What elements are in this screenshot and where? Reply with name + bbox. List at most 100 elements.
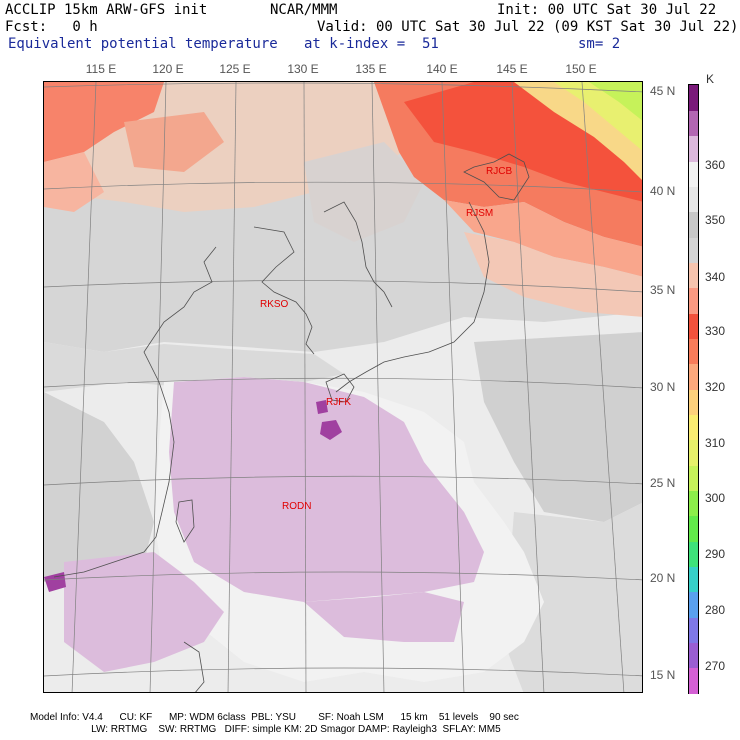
colorbar-label: 310 [705, 436, 726, 450]
meridian-135e [371, 82, 385, 692]
colorbar-label: 340 [705, 270, 726, 284]
colorbar-segment [689, 439, 698, 466]
lat-label: 45 N [650, 84, 676, 98]
colorbar-segment [689, 617, 698, 643]
coastline-kyushu [325, 373, 355, 403]
colorbar-segment [689, 313, 698, 339]
field-335-band [444, 200, 642, 277]
colorbar-unit: K [706, 72, 715, 86]
colorbar-segment [689, 338, 698, 365]
parallel-40n [44, 181, 642, 193]
parallel-20n [44, 571, 642, 581]
station-rkso: RKSO [260, 299, 289, 310]
colorbar-segment [689, 262, 698, 289]
field-365-core-2 [316, 400, 328, 414]
station-rjsm: RJSM [466, 208, 493, 219]
meridian-145e [511, 82, 545, 692]
init-time: Init: 00 UTC Sat 30 Jul 22 [497, 2, 717, 18]
station-rodn: RODN [282, 501, 311, 512]
lat-label: 15 N [650, 668, 676, 682]
map-canvas: RJCB RJSM RKSO RJFK RODN [44, 82, 642, 692]
parallel-45n [44, 82, 642, 93]
field-360-patch [304, 592, 464, 642]
footer-physics-info: LW: RRTMG SW: RRTMG DIFF: simple KM: 2D … [30, 724, 501, 735]
field-340-northwest [44, 152, 104, 212]
colorbar-segment [689, 414, 698, 441]
field-350-east [474, 332, 642, 522]
parallel-35n [44, 280, 642, 293]
colorbar-segment [689, 186, 698, 213]
lon-label: 150 E [565, 62, 597, 76]
colorbar-segment [689, 85, 698, 111]
colorbar-label: 320 [705, 380, 726, 394]
lon-label: 130 E [287, 62, 319, 76]
coastline-korea-north [323, 201, 393, 308]
field-365-core-1 [320, 420, 342, 440]
meridian-120e [149, 82, 167, 692]
field-350-southeast [504, 503, 642, 692]
lon-label: 115 E [85, 62, 117, 76]
colorbar [688, 84, 699, 694]
field-350-coast [44, 392, 154, 582]
lon-label: 120 E [152, 62, 184, 76]
lon-label: 140 E [426, 62, 458, 76]
colorbar-label: 360 [705, 158, 726, 172]
colorbar-segment [689, 566, 698, 593]
parallel-30n [44, 377, 642, 389]
station-markers: RJCB RJSM RKSO RJFK RODN [260, 166, 512, 512]
colorbar-label: 300 [705, 491, 726, 505]
field-345-patch [304, 142, 424, 242]
forecast-hour: Fcst: 0 h [5, 19, 98, 35]
meridian-140e [441, 82, 465, 692]
field-name: Equivalent potential temperature [8, 36, 278, 52]
coastline-korea-west [253, 226, 315, 355]
colorbar-segment [689, 110, 698, 137]
colorbar-segment [689, 135, 698, 162]
lat-label: 25 N [650, 476, 676, 490]
coastlines [53, 153, 530, 692]
meridian-150e [581, 82, 625, 692]
colorbar-segment [689, 667, 698, 694]
level-index: at k-index = 51 [304, 36, 439, 52]
parallel-25n [44, 475, 642, 486]
lat-label: 20 N [650, 571, 676, 585]
model-title: ACCLIP 15km ARW-GFS init [5, 2, 208, 18]
colorbar-segment [689, 211, 698, 238]
field-360-region [169, 377, 484, 602]
field-350-belt [44, 342, 344, 392]
station-rjcb: RJCB [486, 166, 512, 177]
colorbar-label: 330 [705, 324, 726, 338]
colorbar-segment [689, 237, 698, 263]
station-rjfk: RJFK [326, 397, 351, 408]
colorbar-segment [689, 642, 698, 669]
colorbar-segment [689, 465, 698, 491]
lat-label: 40 N [650, 184, 676, 198]
field-335-patch [124, 112, 224, 172]
colorbar-segment [689, 363, 698, 390]
lon-label: 125 E [219, 62, 251, 76]
colorbar-segment [689, 389, 698, 415]
coastline-hokkaido [463, 153, 530, 201]
lat-lon-grid [44, 82, 642, 692]
colorbar-label: 350 [705, 213, 726, 227]
theta-e-map: RJCB RJSM RKSO RJFK RODN [43, 81, 643, 693]
colorbar-segment [689, 490, 698, 517]
lon-label: 135 E [355, 62, 387, 76]
colorbar-segment [689, 591, 698, 618]
org-label: NCAR/MMM [270, 2, 338, 18]
colorbar-segment [689, 541, 698, 567]
colorbar-label: 290 [705, 547, 726, 561]
field-365-core-3 [44, 572, 66, 592]
parallel-15n [44, 667, 642, 677]
footer-model-info: Model Info: V4.4 CU: KF MP: WDM 6class P… [30, 712, 519, 723]
colorbar-label: 280 [705, 603, 726, 617]
coastline-china [53, 246, 217, 578]
valid-time: Valid: 00 UTC Sat 30 Jul 22 (09 KST Sat … [317, 19, 739, 35]
meridian-125e [227, 82, 237, 692]
colorbar-segment [689, 161, 698, 187]
field-330-northwest [44, 82, 164, 162]
field-340-band [464, 232, 642, 317]
colorbar-label: 270 [705, 659, 726, 673]
colorbar-segment [689, 287, 698, 314]
coastline-taiwan [175, 499, 195, 543]
